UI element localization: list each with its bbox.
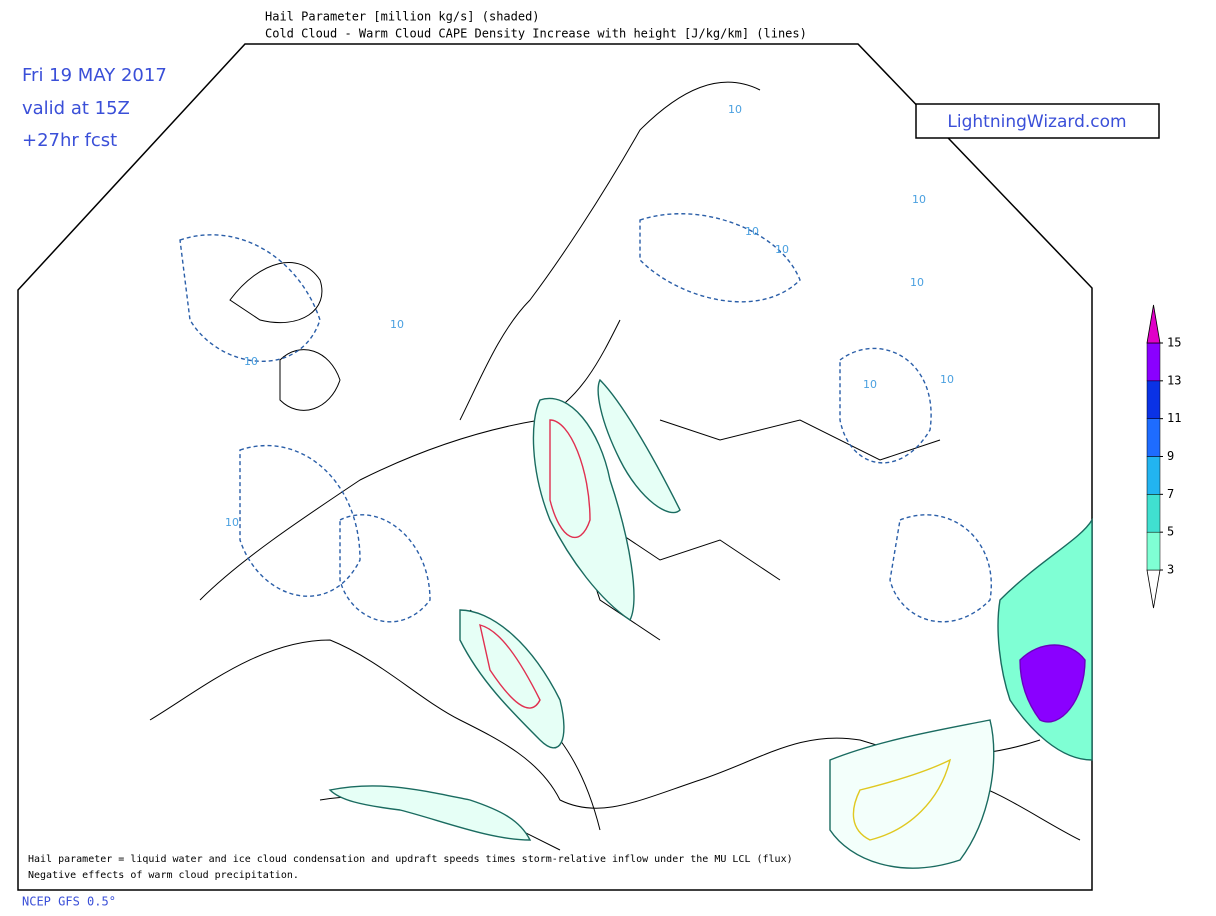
- contour-label: 10: [390, 318, 404, 331]
- date: Fri 19 MAY 2017: [22, 65, 167, 86]
- colorbar-band: [1146, 342, 1161, 382]
- source: NCEP GFS 0.5°: [22, 895, 116, 909]
- contour-label: 10: [745, 225, 759, 238]
- valid-time: valid at 15Z: [22, 98, 130, 119]
- colorbar-label: 9: [1167, 449, 1174, 463]
- subtitle: Cold Cloud - Warm Cloud CAPE Density Inc…: [265, 27, 807, 41]
- colorbar: 3 5 7 9 11 13 15: [1146, 304, 1181, 609]
- colorbar-band: [1146, 418, 1161, 457]
- contour-label: 10: [775, 243, 789, 256]
- contour-label: 10: [244, 355, 258, 368]
- logo-text: LightningWizard.com: [947, 112, 1126, 132]
- footnote-line: Hail parameter = liquid water and ice cl…: [28, 854, 793, 865]
- colorbar-label: 15: [1167, 336, 1181, 350]
- colorbar-cap: [1146, 304, 1161, 344]
- contour-label: 10: [910, 276, 924, 289]
- colorbar-cap: [1146, 569, 1161, 609]
- contour-label: 10: [940, 373, 954, 386]
- colorbar-band: [1146, 456, 1161, 495]
- colorbar-label: 11: [1167, 411, 1181, 425]
- contour-label: 10: [225, 516, 239, 529]
- colorbar-label: 13: [1167, 373, 1181, 387]
- contour-label: 10: [863, 378, 877, 391]
- colorbar-band: [1146, 380, 1161, 419]
- contour-label: 10: [912, 193, 926, 206]
- logo: LightningWizard.com: [915, 103, 1160, 139]
- colorbar-label: 7: [1167, 487, 1174, 501]
- contour-label: 10: [728, 103, 742, 116]
- title: Hail Parameter [million kg/s] (shaded): [265, 10, 540, 24]
- colorbar-band: [1146, 494, 1161, 533]
- colorbar-band: [1146, 531, 1161, 571]
- map: 10 10 10 10 10 10 10 10 10 10: [17, 43, 1093, 891]
- colorbar-label: 5: [1167, 525, 1174, 539]
- hail-areas: [328, 378, 1093, 869]
- forecast-hour: +27hr fcst: [22, 130, 117, 151]
- colorbar-label: 3: [1167, 563, 1174, 577]
- logo-box: [915, 103, 1160, 139]
- contour-labels: 10 10 10 10 10 10 10 10 10 10: [225, 103, 954, 529]
- footnote-line: Negative effects of warm cloud precipita…: [28, 870, 299, 881]
- cape-contours: [179, 213, 992, 623]
